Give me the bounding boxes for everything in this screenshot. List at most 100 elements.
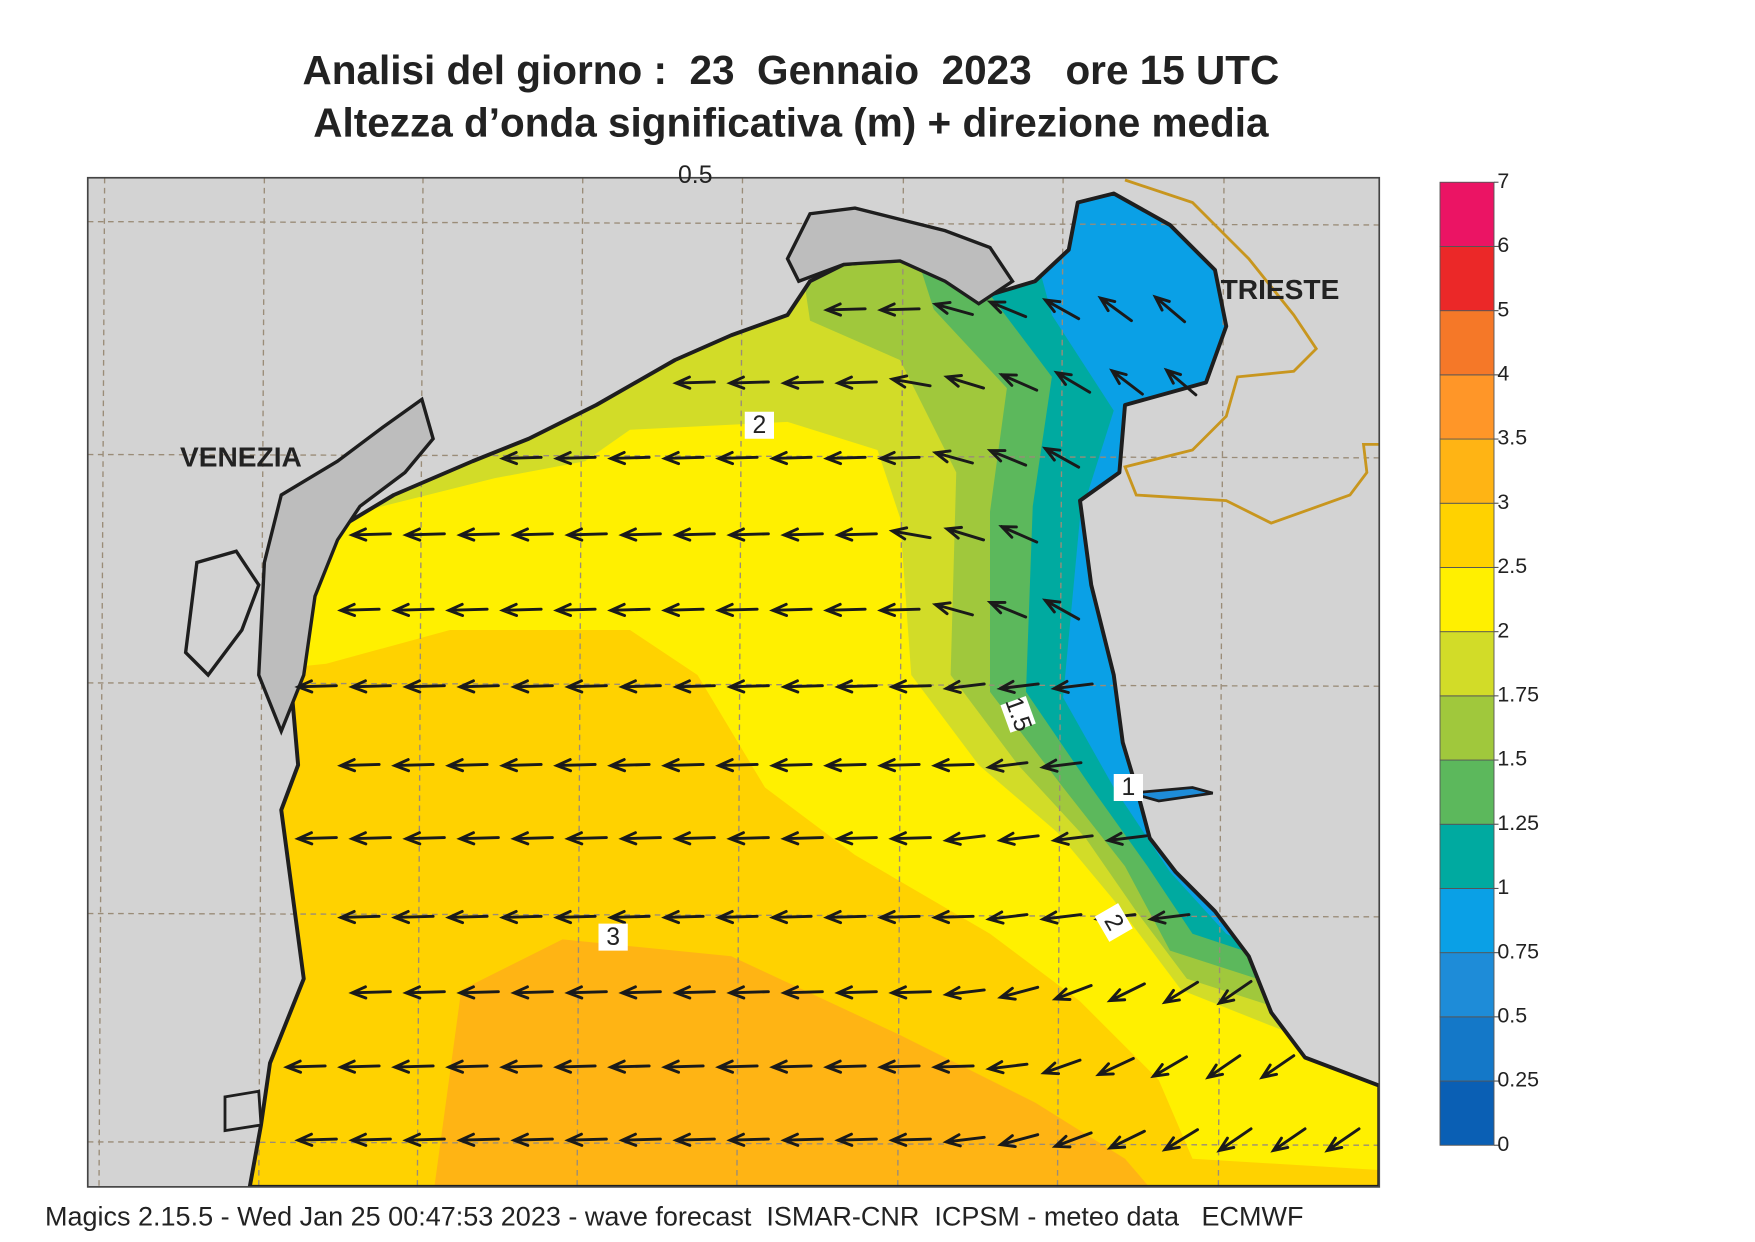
colorbar-label: 2 (1497, 618, 1509, 642)
colorbar-band (1439, 631, 1495, 697)
colorbar: 0 0.25 0.5 0.75 1 1.25 1.5 1.75 2 2.5 3 3.5 4 5 6 7 (1439, 169, 1539, 1156)
arrow (834, 985, 878, 1000)
wave-band (249, 630, 1380, 1187)
arrow (1150, 1055, 1188, 1079)
place-label: TRIESTE (1221, 274, 1340, 305)
arrow (780, 527, 824, 542)
lagoon (257, 396, 435, 736)
arrow (1041, 298, 1081, 321)
arrow (337, 758, 381, 773)
arrow (997, 985, 1040, 1001)
colorbar-label: 0 (1497, 1132, 1509, 1156)
arrow (564, 985, 608, 1000)
arrow (942, 985, 986, 1000)
arrow (1147, 910, 1191, 925)
arrow (553, 450, 597, 466)
arrow (888, 679, 932, 694)
title-line: Altezza d’onda significativa (m) + direz… (313, 100, 1269, 146)
arrow (834, 527, 878, 542)
direction-arrows (283, 294, 1361, 1153)
arrow (834, 375, 878, 390)
arrow (1041, 446, 1081, 469)
grid-line (576, 177, 584, 1187)
arrow (661, 909, 705, 925)
arrow (672, 1132, 716, 1147)
inlet (1130, 786, 1214, 803)
arrow (499, 909, 543, 925)
arrow (726, 527, 770, 542)
arrow (834, 679, 878, 694)
arrow (1259, 1054, 1296, 1080)
arrow (445, 602, 489, 618)
arrow (1161, 1128, 1200, 1152)
arrow (996, 679, 1040, 694)
arrow (294, 679, 338, 694)
grid-line (736, 177, 744, 1187)
colorbar-label: 4 (1497, 361, 1509, 385)
arrow (564, 831, 608, 846)
colorbar-label: 0.75 (1497, 939, 1539, 963)
colorbar-band (1439, 695, 1495, 761)
arrow (456, 527, 500, 542)
arrow (726, 375, 770, 390)
arrow (294, 831, 338, 846)
arrow (823, 450, 867, 466)
arrow (1106, 1129, 1146, 1150)
arrow (391, 602, 435, 618)
colorbar-label: 1.25 (1497, 811, 1539, 835)
arrow (1095, 1056, 1135, 1077)
contour-label: 3 (598, 923, 628, 951)
arrow (986, 300, 1028, 319)
contour-value: 0.5 (678, 162, 712, 189)
arrow (661, 1059, 705, 1074)
arrow (931, 449, 974, 465)
colorbar-band (1439, 438, 1495, 504)
arrow (986, 449, 1028, 467)
label-box (1094, 903, 1133, 942)
arrow (931, 601, 974, 617)
arrow (823, 909, 867, 925)
arrow (888, 1132, 932, 1147)
arrow (564, 1132, 608, 1147)
colorbar-band (1439, 245, 1495, 312)
arrow (823, 302, 867, 317)
arrow (986, 600, 1028, 619)
arrow (499, 602, 543, 618)
colorbar-label: 5 (1497, 297, 1509, 321)
arrow (672, 831, 716, 846)
arrow (715, 450, 759, 466)
arrow (780, 1132, 824, 1147)
title-line: Analisi del giorno : 23 Gennaio 2023 ore… (302, 47, 1279, 93)
arrow (1104, 831, 1148, 846)
arrow (607, 450, 651, 466)
colorbar-band (1439, 759, 1495, 825)
arrow (445, 1059, 489, 1074)
arrow (715, 1059, 759, 1074)
footer: Magics 2.15.5 - Wed Jan 25 00:47:53 2023… (45, 1202, 1304, 1232)
map-overlay (87, 177, 1380, 1187)
arrow (607, 758, 651, 773)
arrow (888, 831, 932, 846)
place-label: VENEZIA (180, 441, 302, 472)
arrow (672, 679, 716, 694)
arrow (715, 758, 759, 773)
arrow (1039, 910, 1083, 925)
arrow (402, 679, 446, 694)
arrow (1163, 367, 1198, 397)
arrow (294, 1132, 338, 1147)
colorbar-label: 1.75 (1497, 682, 1539, 706)
arrow (1324, 1127, 1361, 1153)
arrow (510, 1132, 554, 1147)
grid-line (416, 177, 424, 1187)
arrow (348, 831, 392, 846)
contour-value: 3 (606, 924, 620, 951)
arrow (931, 300, 974, 316)
colorbar-band (1439, 566, 1495, 633)
arrow (726, 985, 770, 1000)
arrow (402, 831, 446, 846)
arrow (931, 1059, 975, 1074)
arrow (672, 375, 716, 390)
arrow (1106, 982, 1146, 1003)
arrow (1109, 368, 1144, 396)
arrow (1051, 984, 1093, 1001)
